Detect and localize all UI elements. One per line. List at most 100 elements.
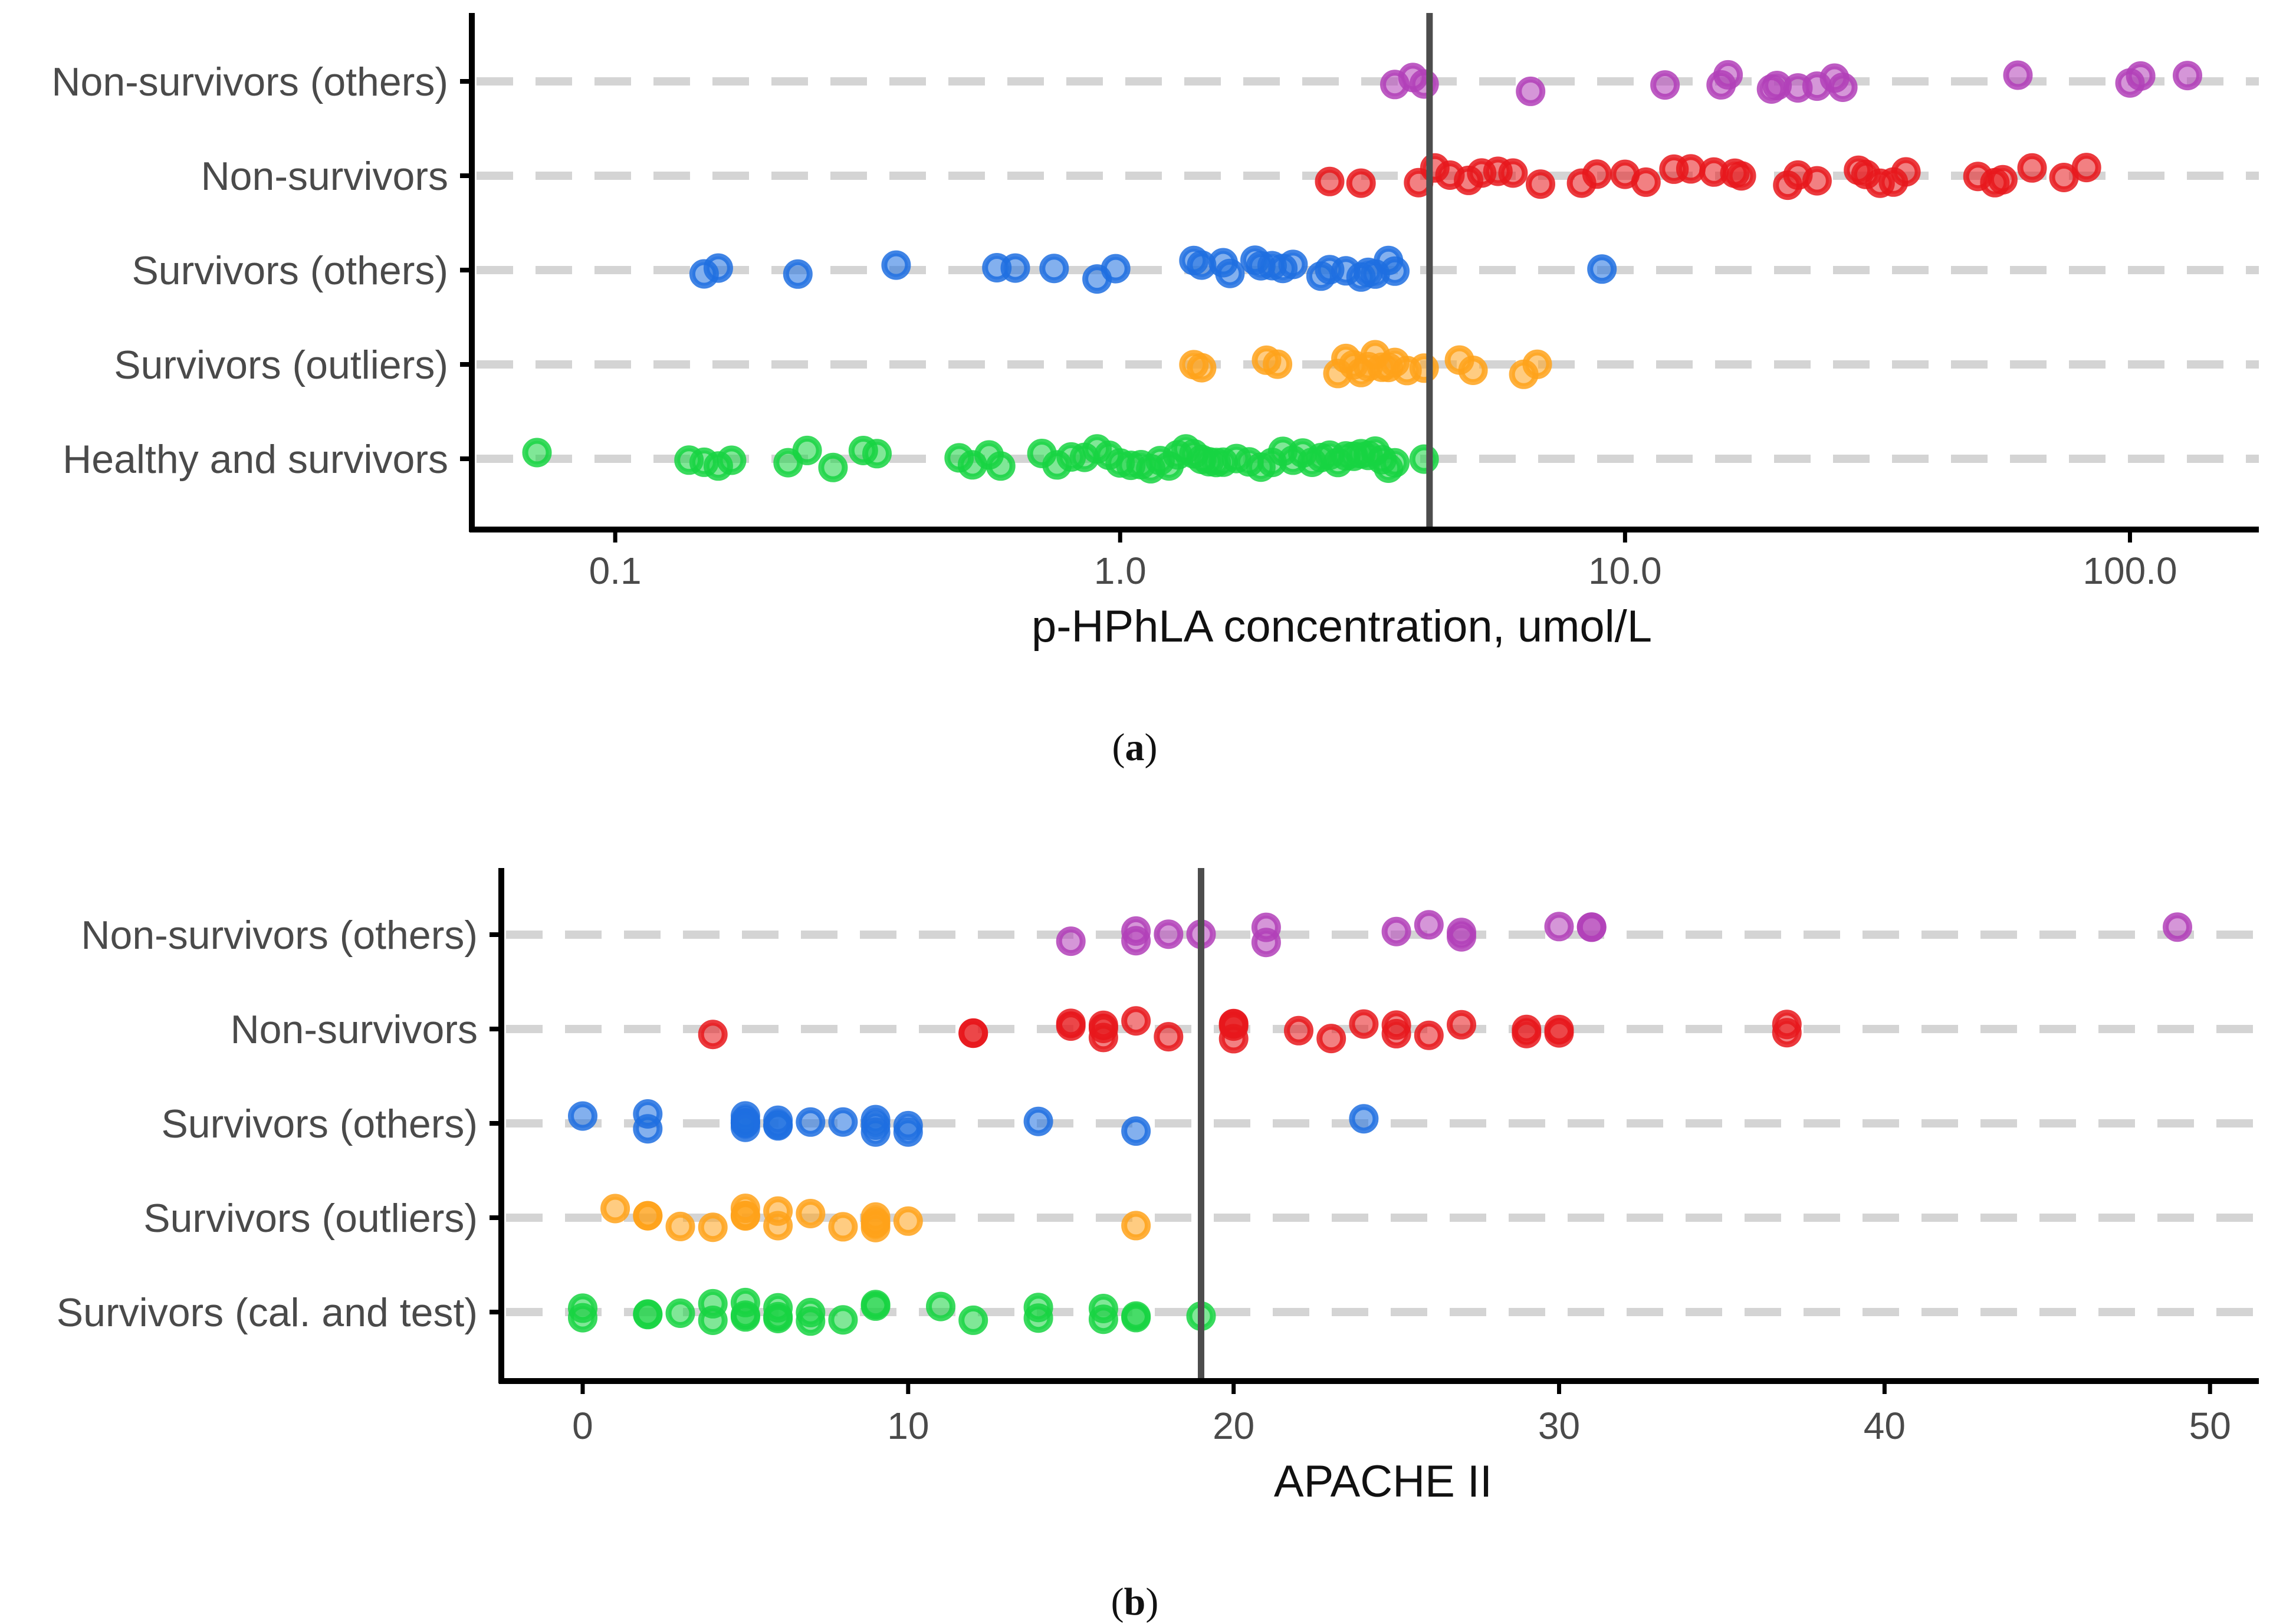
panel-b-point-survivors-cal-and-test-18 (926, 1291, 955, 1321)
panel-b-point-non-survivors-others-13 (1576, 912, 1607, 942)
panel-a-point-non-survivors-26 (1891, 157, 1921, 187)
panel-b-label-close: ) (1145, 1580, 1158, 1623)
panel-b-point-survivors-outliers-2 (633, 1201, 663, 1231)
panel-a-point-survivors-outliers-1 (1187, 353, 1217, 383)
panel-b-point-survivors-cal-and-test-21 (1023, 1293, 1053, 1323)
panel-a-point-non-survivors-others-3 (1516, 76, 1546, 106)
panel-a-category-label-non-survivors-others: Non-survivors (others) (51, 60, 448, 104)
panel-a-point-non-survivors-11 (1582, 159, 1612, 189)
panel-a-point-non-survivors-32 (2071, 153, 2101, 183)
panel-a-point-survivors-others-17 (1278, 249, 1308, 280)
panel-b-category-label-survivors-others: Survivors (others) (161, 1102, 478, 1146)
panel-a-point-healthy-and-survivors-7 (818, 452, 848, 482)
panel-b-point-non-survivors-13 (1218, 1009, 1249, 1039)
panel-b-point-survivors-cal-and-test-9 (730, 1300, 760, 1330)
panel-b-point-non-survivors-others-10 (1447, 918, 1476, 948)
panel-a-chart: Non-survivors (others) Non-survivors Survi… (51, 13, 2259, 769)
panel-a-point-survivors-outliers-18 (1522, 349, 1552, 379)
panel-b-point-non-survivors-7 (1088, 1010, 1118, 1040)
panel-b-point-survivors-others-7 (730, 1112, 760, 1142)
panel-b-point-non-survivors-19 (1414, 1020, 1444, 1050)
panel-b-x-tick-label-3: 30 (1538, 1405, 1580, 1447)
panel-a-point-non-survivors-others-4 (1650, 70, 1680, 100)
panel-b-point-survivors-cal-and-test-23 (1088, 1304, 1118, 1334)
panel-b-category-label-non-survivors: Non-survivors (231, 1007, 478, 1052)
panel-b-point-survivors-others-12 (828, 1107, 858, 1137)
panel-a-point-healthy-and-survivors-6 (792, 435, 822, 465)
panel-b-category-label-survivors-outliers: Survivors (outliers) (143, 1196, 478, 1241)
panel-a-point-non-survivors-others-16 (2173, 61, 2202, 91)
panel-a-point-non-survivors-0 (1315, 166, 1345, 196)
panel-a-point-healthy-and-survivors-13 (986, 451, 1016, 481)
panel-a-x-ticks: 0.1 1.0 10.0 100.0 (589, 530, 2177, 592)
panel-a-point-non-survivors-others-15 (2126, 61, 2156, 91)
panel-a-point-survivors-others-2 (783, 259, 813, 289)
panel-a-point-non-survivors-1 (1346, 168, 1376, 198)
panel-a-point-non-survivors-9 (1526, 169, 1555, 199)
panel-b-point-survivors-cal-and-test-17 (860, 1290, 891, 1320)
panel-b-point-survivors-others-0 (568, 1101, 597, 1131)
panel-a-label: (a) (1112, 726, 1158, 769)
panel-a-category-label-survivors-outliers: Survivors (outliers) (114, 343, 448, 387)
panel-b-points (568, 910, 2192, 1336)
panel-a-point-non-survivors-18 (1726, 161, 1756, 191)
panel-b-point-non-survivors-2 (958, 1018, 988, 1048)
panel-b-x-axis-title: APACHE II (1274, 1457, 1492, 1507)
panel-a-point-non-survivors-others-12 (1828, 73, 1858, 102)
panel-a-point-non-survivors-30 (2017, 153, 2047, 183)
panel-b-x-tick-label-0: 0 (572, 1405, 593, 1447)
panel-b-point-non-survivors-others-7 (1381, 916, 1411, 946)
panel-a-point-non-survivors-29 (1988, 165, 2018, 195)
panel-b-point-survivors-cal-and-test-12 (763, 1301, 793, 1332)
panel-a-point-survivors-others-6 (1039, 254, 1069, 284)
panel-b-x-tick-label-2: 20 (1213, 1405, 1254, 1447)
panel-b-point-survivors-others-15 (860, 1117, 891, 1147)
panel-a-point-non-survivors-21 (1802, 166, 1832, 196)
panel-b-category-label-survivors-cal-and-test: Survivors (cal. and test) (57, 1290, 478, 1335)
panel-b-point-survivors-cal-and-test-19 (958, 1305, 988, 1335)
panel-a-x-tick-label-3: 100.0 (2083, 550, 2177, 592)
panel-b-x-ticks: 0 10 20 30 40 50 (572, 1381, 2231, 1447)
panel-b-point-non-survivors-others-2 (1121, 916, 1151, 946)
panel-a-point-survivors-outliers-3 (1263, 349, 1293, 379)
panel-b-point-survivors-others-18 (1023, 1106, 1053, 1136)
panel-a-point-non-survivors-others-6 (1713, 60, 1743, 90)
panel-b-point-non-survivors-9 (1154, 1022, 1184, 1052)
panel-b-point-survivors-cal-and-test-1 (568, 1303, 597, 1333)
panel-b-label-open: ( (1111, 1580, 1124, 1623)
panel-b-chart: Non-survivors (others) Non-survivors Survi… (57, 868, 2259, 1623)
panel-b-point-survivors-others-17 (893, 1110, 923, 1140)
panel-b-point-survivors-outliers-17 (1121, 1211, 1151, 1241)
panel-a-x-tick-label-1: 1.0 (1094, 550, 1147, 592)
panel-a-label-open: ( (1112, 726, 1125, 769)
panel-b-point-non-survivors-20 (1447, 1010, 1476, 1040)
panel-b-point-survivors-outliers-4 (698, 1212, 728, 1242)
panel-b-label: (b) (1111, 1580, 1159, 1623)
panel-a-point-survivors-others-5 (1000, 253, 1030, 283)
panel-a-point-non-survivors-15 (1676, 154, 1706, 184)
panel-b-point-non-survivors-others-6 (1251, 928, 1281, 958)
panel-b-point-non-survivors-18 (1381, 1010, 1411, 1040)
panel-b-point-survivors-outliers-10 (796, 1199, 826, 1228)
panel-b-point-survivors-cal-and-test-6 (698, 1306, 728, 1335)
panel-b-point-non-survivors-14 (1284, 1015, 1313, 1046)
panel-b-point-non-survivors-8 (1121, 1006, 1151, 1036)
panel-b-point-non-survivors-15 (1316, 1024, 1346, 1054)
panel-a-point-survivors-others-25 (1380, 256, 1410, 286)
panel-b-point-non-survivors-others-8 (1414, 910, 1444, 940)
panel-a-label-letter: a (1125, 726, 1145, 769)
panel-a-point-healthy-and-survivors-0 (522, 438, 552, 468)
panel-b-point-non-survivors-others-14 (2163, 912, 2192, 942)
panel-b-point-survivors-cal-and-test-25 (1121, 1301, 1151, 1331)
panel-a-point-survivors-others-1 (703, 253, 733, 283)
panel-a-point-survivors-others-8 (1101, 254, 1131, 284)
panel-b-point-survivors-cal-and-test-15 (828, 1305, 858, 1335)
panel-a-point-non-survivors-13 (1631, 167, 1661, 197)
panel-b-point-survivors-cal-and-test-3 (633, 1300, 663, 1330)
panel-a-point-non-survivors-8 (1498, 158, 1528, 188)
panel-b-point-survivors-others-2 (633, 1099, 663, 1129)
panel-b-point-survivors-others-20 (1349, 1104, 1379, 1134)
panel-b-label-letter: b (1124, 1580, 1146, 1623)
panel-a-label-close: ) (1145, 726, 1158, 769)
panel-b-point-survivors-outliers-3 (665, 1211, 695, 1241)
